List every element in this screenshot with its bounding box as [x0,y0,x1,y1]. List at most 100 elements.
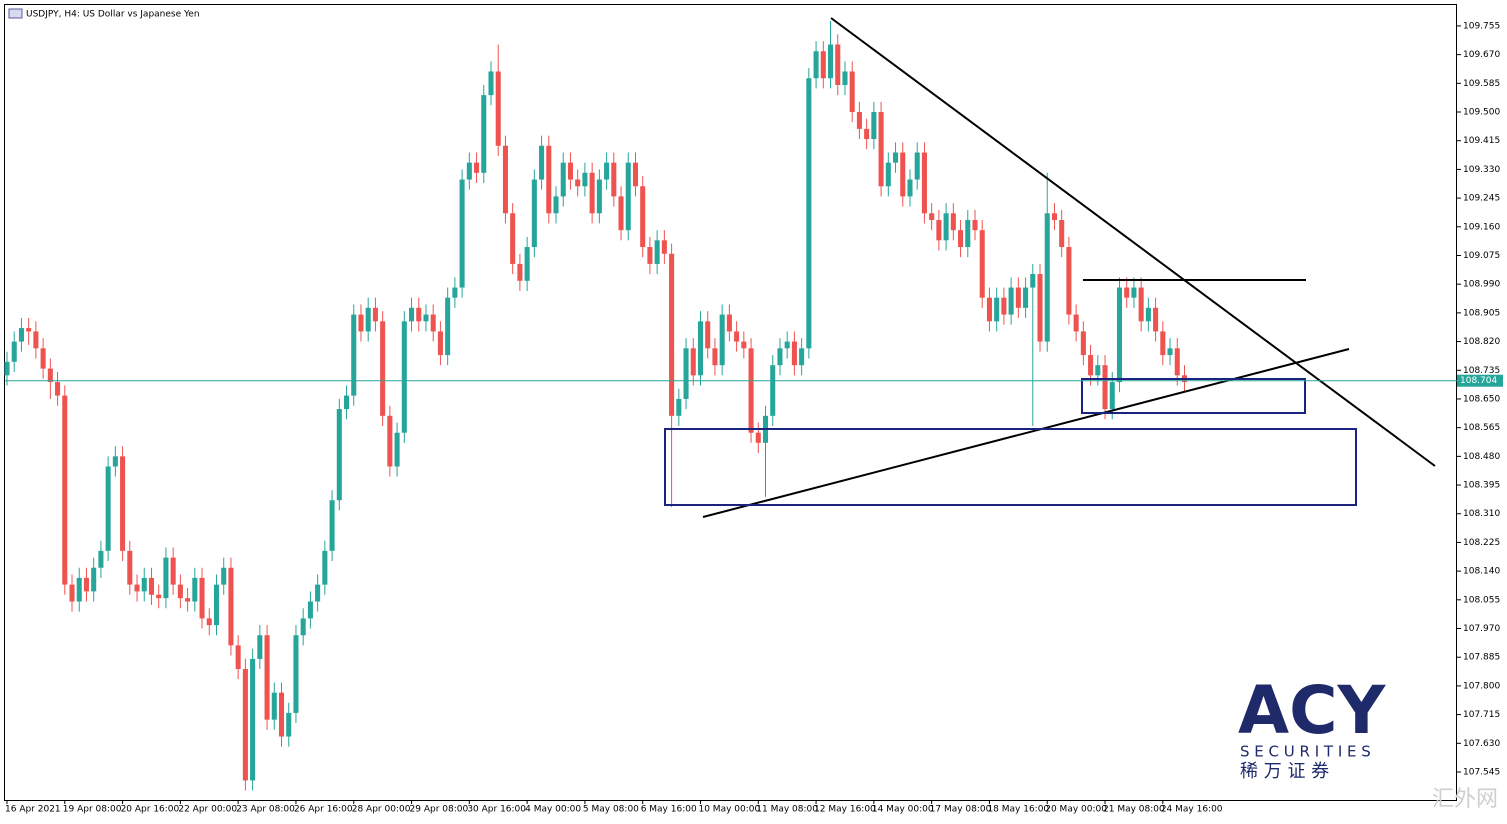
candle-body [185,598,191,602]
candle-body [242,669,248,781]
candle-body [958,230,964,248]
support-zone [664,428,1357,506]
current-price-label: 108.704 [1460,376,1497,386]
candle-body [83,577,89,592]
y-tick-label: 107.545 [1463,767,1500,777]
candle-body [799,348,805,366]
candle-body [343,395,350,410]
candle-body [1037,274,1043,342]
candle-body [199,577,205,619]
support-zone [1081,378,1306,414]
y-tick-label: 108.395 [1463,481,1500,491]
candle-body [192,577,198,602]
y-tick-label: 108.650 [1463,394,1500,404]
candle-body [835,44,841,86]
candle-body [156,594,162,599]
x-tick-label: 29 Apr 08:00 [410,805,469,815]
y-tick-label: 108.480 [1463,452,1500,462]
candle-body [1088,355,1094,376]
x-tick-label: 14 May 00:00 [872,805,934,815]
candle-body [228,567,234,646]
candle-body [640,186,646,248]
trend-line [702,348,1350,518]
x-tick-label: 5 May 08:00 [583,805,639,815]
candle-body [474,162,480,173]
candle-body [741,341,747,349]
y-tick-label: 109.585 [1463,79,1500,89]
x-tick-label: 18 May 16:00 [987,805,1049,815]
candle-body [206,618,212,626]
candle-body [387,415,393,467]
candle-body [604,162,610,180]
candle-body [755,432,761,443]
candle-body [445,297,451,356]
candle-body [712,348,718,366]
candle-body [697,321,704,376]
y-tick-label: 107.885 [1463,653,1500,663]
drawings [664,17,1436,518]
x-tick-label: 24 May 16:00 [1161,805,1223,815]
candle-body [929,213,935,221]
candle-body [979,230,985,298]
candle-body [791,341,797,366]
candle-body [813,51,819,79]
candle-body [546,145,552,214]
x-tick-label: 20 Apr 16:00 [121,805,180,815]
candle-body [748,348,754,433]
candle-body [647,247,653,264]
candle-body [596,179,602,214]
y-tick-label: 109.670 [1463,50,1500,60]
candle-body [1138,287,1144,322]
candle-body [257,635,263,659]
candle-body [300,618,306,636]
candle-body [669,253,675,416]
chart-icon [8,8,23,19]
y-tick-label: 109.755 [1463,21,1500,31]
candle-body [553,196,559,214]
candle-body [488,71,494,96]
plot-frame [4,4,1457,801]
candle-body [33,331,39,349]
candle-body [625,162,631,231]
y-tick-label: 109.160 [1463,222,1500,232]
candle-body [430,314,436,332]
candle-body [120,456,126,551]
candle-body [1116,287,1123,383]
y-tick-label: 108.310 [1463,509,1500,519]
candle-body [351,314,357,396]
y-tick-label: 109.415 [1463,136,1500,146]
candle-body [539,145,545,180]
candle-body [481,95,487,173]
candle-body [365,307,371,332]
candle-body [452,287,458,298]
candle-body [18,328,24,342]
candle-body [914,152,920,180]
candle-body [62,395,68,585]
x-tick-label: 23 Apr 08:00 [236,805,295,815]
candle-body [1066,247,1072,315]
y-tick-label: 108.820 [1463,337,1500,347]
x-tick-label: 12 May 16:00 [814,805,876,815]
x-tick-label: 17 May 08:00 [930,805,992,815]
candle-body [1131,287,1137,298]
candle-body [1023,287,1029,308]
y-tick-label: 109.075 [1463,251,1500,261]
x-tick-label: 10 May 00:00 [698,805,760,815]
candle-body [1160,331,1166,356]
candle-body [893,152,899,163]
candle-body [1008,287,1014,315]
candle-body [1124,287,1130,298]
candle-body [560,162,566,197]
candle-body [777,348,783,366]
candle-body [726,314,732,332]
trend-line [830,17,1436,467]
candle-body [250,658,256,781]
candle-body [495,71,501,146]
candle-body [358,314,364,332]
brand-sub: S E C U R I T I E S [1240,743,1371,761]
candle-body [105,466,111,551]
candle-body [401,321,407,433]
candle-body [575,179,581,187]
candle-body [770,365,776,416]
x-tick-label: 22 Apr 00:00 [178,805,237,815]
